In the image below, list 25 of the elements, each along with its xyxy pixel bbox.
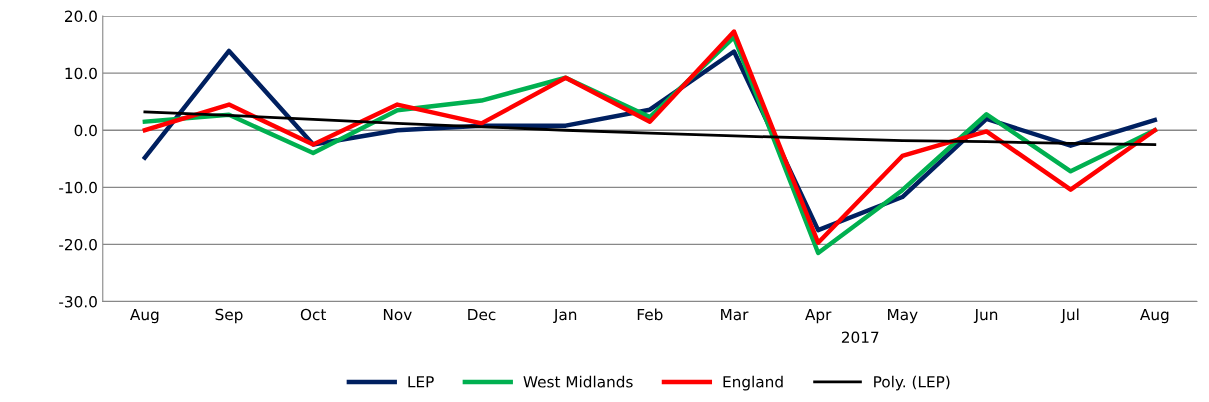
y-tick-label: 20.0 [65,10,97,23]
text: 2017 [841,331,879,344]
legend-label: England [723,375,783,391]
legend-label: West Midlands [523,375,633,388]
x-tick-label: Jul [1060,308,1079,324]
x-tick-label: Jun [973,308,998,324]
y-tick-label: 0.0 [74,124,97,137]
x-tick-label: Apr [805,308,832,324]
x-tick-label: Oct [300,308,327,321]
y-tick-label: 10.0 [65,67,97,80]
x-tick-label: Sep [215,308,243,324]
x-tick-label: Feb [637,308,663,321]
x-tick-label: May [888,308,918,324]
legend-label: Poly. (LEP) [874,375,950,391]
legend-label: LEP [408,376,434,388]
line-series [143,110,1157,146]
x-tick-label: Nov [383,308,412,321]
x-tick-label: Mar [721,308,749,321]
x-tick-label: Aug [130,308,159,324]
x-tick-label: Aug [1140,308,1169,324]
y-tick-label: -20.0 [59,238,97,251]
y-tick-label: -10.0 [59,181,97,194]
x-tick-label: Jan [553,308,577,324]
x-tick-label: Dec [468,308,496,321]
y-tick-label: -30.0 [59,295,97,308]
